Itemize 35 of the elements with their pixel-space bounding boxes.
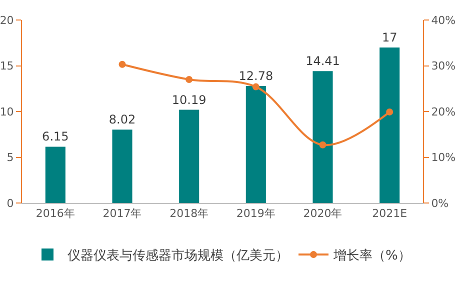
- x-tick-label: 2017年: [102, 207, 142, 220]
- x-tick-label: 2018年: [170, 207, 209, 220]
- y-tick-label: 20: [0, 14, 14, 27]
- x-tick-label: 2016年: [36, 207, 75, 220]
- y2-tick-label: 0%: [431, 196, 449, 210]
- data-label: 12.78: [238, 69, 274, 84]
- point: [118, 60, 126, 68]
- bar: [112, 130, 132, 203]
- x-tick-label: 2019年: [236, 207, 276, 220]
- bar: [380, 47, 400, 203]
- bar: [179, 110, 200, 203]
- bar: [246, 86, 266, 203]
- y-tick-label: 10: [0, 105, 14, 118]
- data-label: 14.41: [306, 54, 340, 68]
- y-tick-label: 15: [0, 60, 14, 73]
- x-tick-label: 2021E: [372, 207, 408, 220]
- legend-label: 仪器仪表与传感器市场规模（亿美元）: [68, 248, 288, 264]
- y2-tick-label: 30%: [431, 60, 456, 73]
- data-label: 6.15: [42, 130, 69, 144]
- y2-tick-label: 40%: [431, 14, 456, 27]
- y-tick-label: 0: [6, 196, 14, 210]
- data-label: 17: [382, 30, 398, 44]
- point: [186, 76, 193, 83]
- point: [319, 141, 326, 148]
- data-label: 10.19: [172, 92, 206, 107]
- data-label: 8.02: [108, 112, 136, 127]
- bar: [312, 71, 333, 203]
- y2-tick-label: 10%: [431, 151, 456, 164]
- x-tick-label: 2020年: [303, 207, 342, 220]
- legend-label: 增长率（%）: [332, 248, 411, 264]
- point: [252, 83, 260, 90]
- point: [386, 108, 394, 116]
- y2-tick-label: 20%: [431, 105, 456, 118]
- y-tick-label: 5: [6, 151, 14, 164]
- bar: [45, 146, 66, 203]
